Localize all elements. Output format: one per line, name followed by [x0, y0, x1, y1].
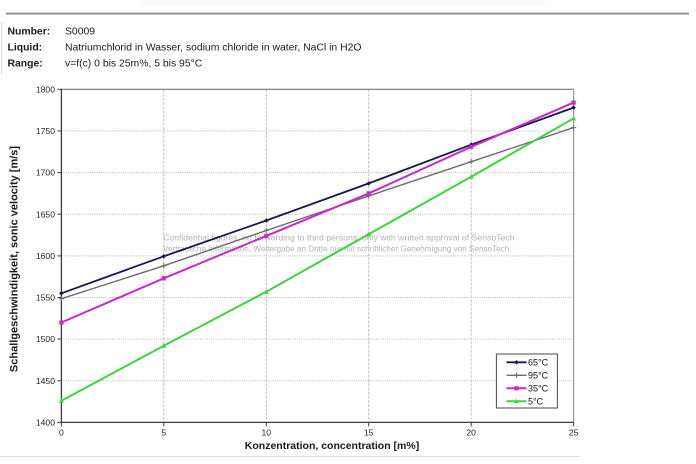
svg-text:1400: 1400: [36, 418, 55, 428]
svg-text:Schallgeschwindigkeit, sonic v: Schallgeschwindigkeit, sonic velocity [m…: [9, 146, 21, 373]
svg-text:1750: 1750: [36, 126, 55, 136]
svg-text:15: 15: [364, 427, 374, 437]
svg-text:Liquid:: Liquid:: [8, 43, 43, 54]
svg-text:1550: 1550: [36, 293, 55, 303]
svg-text:1500: 1500: [36, 334, 55, 344]
svg-text:Confidential figures, no forwa: Confidential figures, no forwarding to t…: [163, 233, 515, 243]
svg-text:1650: 1650: [36, 209, 55, 219]
svg-text:1700: 1700: [36, 168, 55, 178]
svg-text:10: 10: [262, 427, 272, 437]
svg-text:20: 20: [466, 427, 476, 437]
svg-text:95°C: 95°C: [528, 370, 549, 380]
svg-text:Number:: Number:: [8, 27, 51, 38]
svg-text:Natriumchlorid in Wasser, sodi: Natriumchlorid in Wasser, sodium chlorid…: [65, 43, 361, 54]
svg-text:0: 0: [59, 427, 64, 437]
svg-text:25: 25: [569, 427, 579, 437]
svg-text:1800: 1800: [36, 84, 55, 94]
svg-text:Vertrauliche Information, Weit: Vertrauliche Information, Weitergabe an …: [163, 245, 512, 254]
svg-text:65°C: 65°C: [528, 357, 549, 367]
svg-text:5: 5: [161, 427, 166, 437]
svg-text:S0009: S0009: [65, 27, 95, 38]
svg-text:Range:: Range:: [8, 59, 43, 70]
svg-text:v=f(c) 0 bis 25m%, 5 bis 95°C: v=f(c) 0 bis 25m%, 5 bis 95°C: [65, 59, 203, 70]
svg-text:35°C: 35°C: [528, 383, 549, 393]
svg-text:5°C: 5°C: [528, 396, 544, 406]
svg-text:1450: 1450: [36, 376, 55, 386]
svg-text:1600: 1600: [36, 251, 55, 261]
svg-text:Konzentration, concentration [: Konzentration, concentration [m%]: [245, 440, 419, 452]
